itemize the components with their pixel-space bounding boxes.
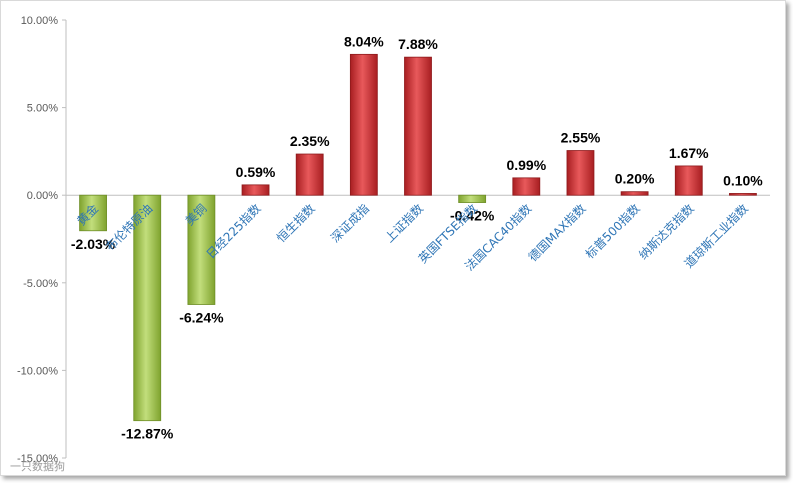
category-label: 纳斯达克指数 — [635, 201, 697, 263]
data-label: -0.42% — [450, 208, 495, 224]
y-tick-label: 10.00% — [21, 15, 59, 27]
data-label: 7.88% — [398, 36, 438, 52]
bar — [79, 194, 107, 232]
y-tick-label: -10.00% — [17, 365, 58, 377]
data-label: -12.87% — [121, 426, 174, 442]
y-tick-label: 5.00% — [27, 103, 58, 115]
data-label: 2.55% — [561, 130, 601, 146]
category-label: 深证成指 — [327, 201, 372, 246]
bar — [241, 184, 270, 196]
data-label: 0.10% — [723, 172, 763, 188]
category-label: 恒生指数 — [273, 201, 318, 246]
bar — [729, 193, 757, 196]
category-label: 上证指数 — [382, 201, 427, 246]
bar — [187, 194, 216, 305]
data-label: 0.99% — [506, 157, 546, 173]
data-label: -2.03% — [71, 236, 116, 252]
category-label: 标普500指数 — [582, 201, 643, 262]
bar — [133, 194, 162, 422]
data-label: 2.35% — [290, 133, 330, 149]
data-label: 8.04% — [344, 33, 384, 49]
bar — [404, 56, 432, 196]
category-label: 德国MAX指数 — [525, 201, 588, 264]
bar — [674, 165, 703, 196]
bar — [349, 53, 378, 196]
data-label: -6.24% — [179, 310, 224, 326]
y-tick-label: -5.00% — [23, 278, 58, 290]
chart-frame — [0, 0, 786, 476]
data-label: 1.67% — [669, 145, 709, 161]
watermark: 一只数据狗 — [10, 459, 65, 473]
bar — [512, 177, 541, 196]
bar — [620, 191, 649, 196]
bar — [458, 194, 487, 203]
bar — [295, 153, 324, 196]
bar — [566, 150, 595, 196]
data-label: 0.59% — [236, 164, 276, 180]
y-tick-label: 0.00% — [27, 190, 58, 202]
y-tick-label: -15.00% — [17, 453, 58, 465]
data-label: 0.20% — [615, 171, 655, 187]
